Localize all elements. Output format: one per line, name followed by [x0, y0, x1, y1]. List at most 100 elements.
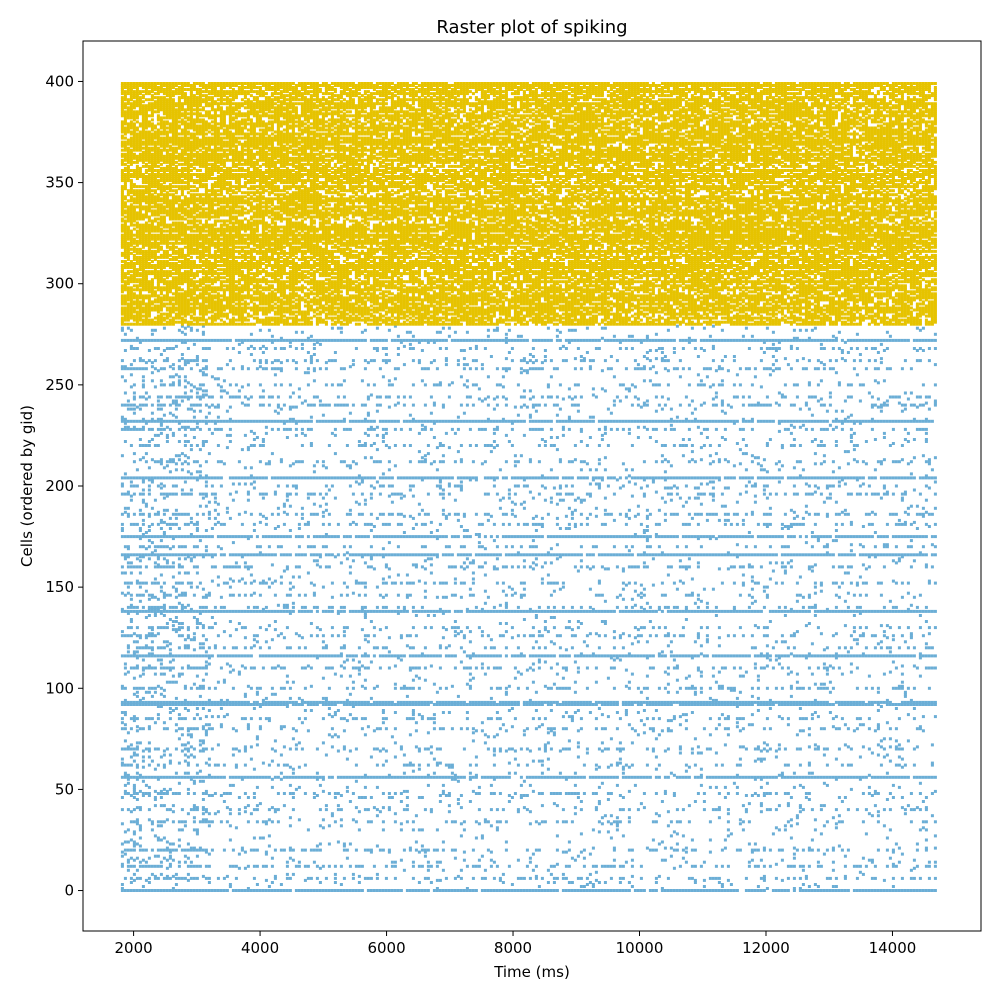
spike-mark — [228, 812, 232, 816]
spike-mark — [714, 785, 718, 789]
spike-mark — [615, 654, 619, 658]
spike-mark — [765, 743, 769, 747]
spike-mark — [624, 583, 628, 587]
spike-mark — [846, 727, 850, 731]
spike-mark — [297, 860, 301, 864]
spike-mark — [465, 654, 469, 658]
spike-mark — [249, 593, 253, 597]
spike-mark — [273, 609, 277, 613]
spike-mark — [522, 806, 526, 810]
spike-mark — [261, 607, 265, 611]
spike-mark — [573, 703, 577, 706]
spike-mark — [726, 717, 730, 721]
spike-mark — [648, 666, 652, 670]
spike-mark — [381, 654, 385, 658]
spike-mark — [903, 640, 907, 644]
spike-mark — [681, 848, 685, 852]
spike-mark — [786, 876, 790, 880]
spike-mark — [186, 733, 190, 737]
spike-mark — [582, 889, 586, 892]
spike-mark — [498, 666, 502, 670]
spike-mark — [786, 700, 790, 704]
spike-mark — [330, 626, 334, 630]
spike-mark — [156, 747, 160, 751]
spike-mark — [162, 775, 166, 779]
spike-mark — [864, 775, 868, 779]
spike-mark — [432, 614, 436, 617]
spike-mark — [381, 609, 385, 613]
spike-mark — [201, 654, 205, 658]
spike-mark — [822, 609, 826, 613]
spike-mark — [828, 664, 832, 668]
spike-mark — [699, 767, 703, 771]
spike-mark — [915, 775, 919, 779]
spike-mark — [879, 700, 883, 704]
spike-mark — [768, 864, 772, 868]
spike-mark — [627, 581, 631, 585]
spike-mark — [279, 777, 283, 781]
spike-mark — [546, 700, 550, 704]
spike-mark — [411, 654, 415, 658]
spike-mark — [498, 878, 502, 882]
spike-mark — [642, 593, 646, 597]
spike-mark — [279, 727, 283, 731]
spike-mark — [150, 694, 154, 698]
spike-mark — [564, 876, 568, 880]
spike-mark — [444, 686, 448, 690]
spike-mark — [663, 749, 667, 753]
spike-mark — [684, 654, 688, 658]
spike-mark — [456, 802, 460, 806]
spike-mark — [285, 609, 289, 613]
spike-mark — [147, 607, 151, 611]
spike-mark — [267, 654, 271, 658]
spike-mark — [300, 747, 304, 751]
spike-mark — [621, 609, 625, 613]
spike-mark — [204, 664, 208, 668]
spike-mark — [543, 775, 547, 779]
spike-mark — [294, 703, 298, 706]
spike-mark — [204, 848, 208, 852]
spike-mark — [873, 646, 877, 650]
spike-mark — [282, 763, 286, 767]
spike-mark — [363, 585, 367, 589]
spike-mark — [426, 654, 430, 658]
spike-mark — [261, 820, 265, 824]
spike-mark — [204, 747, 208, 751]
spike-mark — [405, 609, 409, 613]
spike-mark — [843, 796, 847, 799]
spike-mark — [162, 703, 166, 706]
spike-mark — [438, 878, 442, 882]
spike-mark — [366, 565, 370, 569]
spike-mark — [681, 808, 685, 812]
spike-mark — [798, 763, 802, 767]
spike-mark — [507, 703, 511, 706]
spike-mark — [891, 862, 895, 866]
spike-mark — [225, 806, 229, 810]
spike-mark — [708, 785, 712, 789]
spike-mark — [579, 775, 583, 779]
spike-mark — [180, 607, 184, 611]
spike-mark — [330, 654, 334, 658]
spike-mark — [357, 889, 361, 892]
spike-mark — [132, 565, 136, 569]
spike-mark — [204, 731, 208, 735]
spike-mark — [474, 864, 478, 868]
spike-mark — [267, 719, 271, 723]
spike-mark — [192, 565, 196, 569]
spike-mark — [210, 654, 214, 658]
spike-mark — [918, 792, 922, 795]
spike-mark — [420, 796, 424, 799]
spike-mark — [756, 626, 760, 630]
spike-mark — [132, 703, 136, 706]
spike-mark — [207, 775, 211, 779]
spike-mark — [840, 672, 844, 676]
spike-mark — [753, 759, 757, 763]
spike-mark — [351, 872, 355, 876]
spike-mark — [582, 700, 586, 704]
spike-mark — [888, 828, 892, 832]
spike-mark — [888, 654, 892, 658]
spike-mark — [564, 700, 568, 704]
spike-mark — [468, 656, 472, 660]
spike-mark — [498, 749, 502, 753]
spike-mark — [753, 792, 757, 795]
